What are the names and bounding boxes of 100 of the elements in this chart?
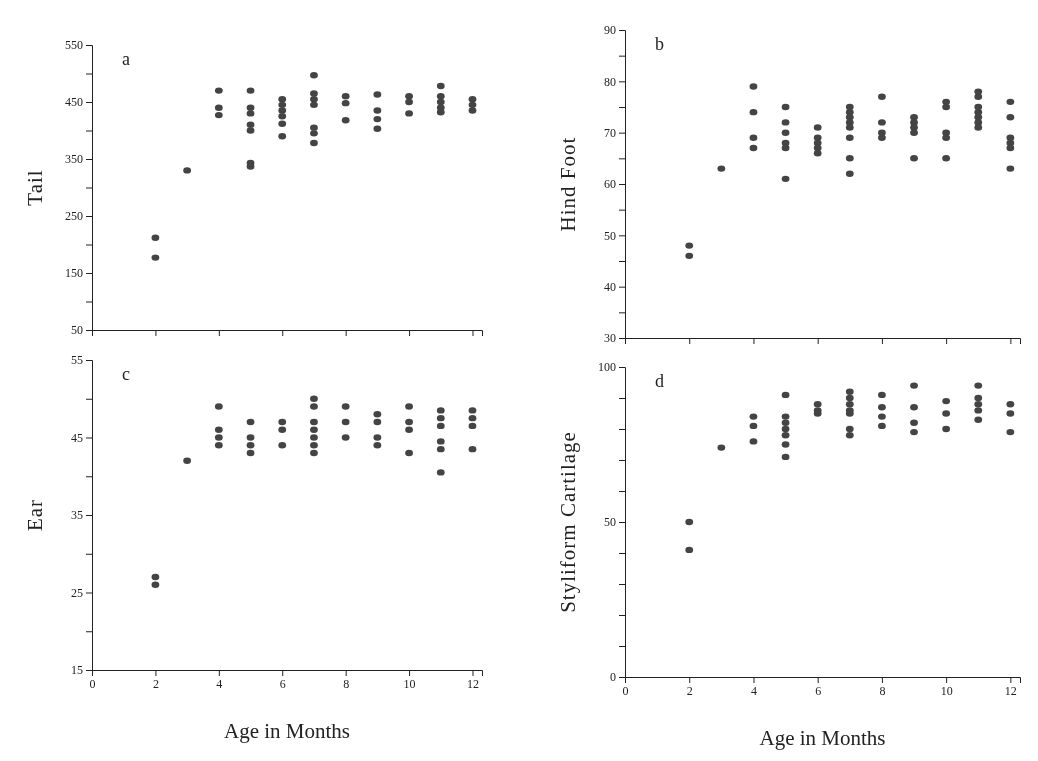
y-tick-label: 55 bbox=[71, 353, 83, 368]
point bbox=[845, 170, 854, 177]
y-tick-label: 15 bbox=[71, 663, 83, 678]
point bbox=[246, 87, 255, 94]
point bbox=[974, 416, 983, 423]
point bbox=[278, 418, 287, 426]
point bbox=[278, 132, 287, 140]
point bbox=[813, 400, 822, 408]
point bbox=[878, 119, 886, 126]
point bbox=[151, 581, 160, 588]
point bbox=[878, 422, 886, 430]
point bbox=[373, 442, 382, 449]
point bbox=[878, 404, 886, 411]
point bbox=[436, 438, 445, 445]
point bbox=[436, 414, 445, 422]
point bbox=[974, 400, 983, 408]
point bbox=[942, 397, 951, 405]
point bbox=[341, 403, 350, 410]
point bbox=[974, 382, 983, 389]
point bbox=[974, 103, 983, 111]
point bbox=[373, 418, 382, 426]
point bbox=[878, 129, 886, 136]
point bbox=[878, 93, 886, 100]
point bbox=[781, 175, 790, 183]
point bbox=[878, 134, 886, 142]
point bbox=[942, 98, 951, 106]
point bbox=[373, 107, 382, 114]
point bbox=[436, 407, 445, 414]
y-tick-label: 35 bbox=[71, 508, 83, 523]
x-tick-label: 4 bbox=[750, 683, 757, 698]
point bbox=[310, 449, 318, 457]
point bbox=[974, 93, 983, 100]
point bbox=[781, 413, 790, 420]
y-tick-label: 60 bbox=[604, 177, 616, 192]
y-tick-label: 50 bbox=[71, 323, 83, 338]
point bbox=[845, 108, 854, 116]
x-tick-label: 6 bbox=[279, 676, 286, 691]
point bbox=[310, 442, 318, 449]
point bbox=[781, 431, 790, 439]
point bbox=[845, 400, 854, 408]
y-axis-title: Tail bbox=[23, 169, 47, 206]
point bbox=[813, 134, 822, 142]
point bbox=[405, 110, 413, 117]
point bbox=[781, 103, 790, 111]
point bbox=[310, 139, 318, 147]
point bbox=[310, 434, 318, 441]
point bbox=[942, 103, 951, 111]
y-axis-title: Styliform Cartilage bbox=[556, 431, 580, 613]
point bbox=[1006, 114, 1015, 121]
point bbox=[405, 426, 413, 433]
y-tick-label: 45 bbox=[71, 430, 83, 445]
point bbox=[685, 242, 694, 249]
x-tick-label: 8 bbox=[343, 676, 350, 691]
y-tick-label: 150 bbox=[65, 266, 83, 281]
point bbox=[151, 573, 160, 581]
x-tick-label: 8 bbox=[879, 683, 886, 698]
point bbox=[278, 120, 287, 127]
point bbox=[974, 394, 983, 402]
y-tick-label: 250 bbox=[65, 209, 83, 224]
point bbox=[214, 104, 223, 111]
y-tick-label: 350 bbox=[65, 152, 83, 167]
point bbox=[405, 98, 413, 106]
point bbox=[341, 93, 350, 100]
x-tick-label: 6 bbox=[815, 683, 822, 698]
y-tick-label: 40 bbox=[604, 280, 616, 295]
x-axis-title: Age in Months bbox=[224, 719, 350, 743]
point bbox=[373, 434, 382, 441]
point bbox=[341, 434, 350, 441]
point bbox=[214, 434, 223, 441]
point bbox=[341, 117, 350, 124]
point bbox=[405, 449, 413, 457]
point bbox=[878, 391, 886, 399]
y-tick-label: 70 bbox=[604, 126, 616, 141]
point bbox=[910, 419, 918, 427]
point bbox=[685, 252, 694, 260]
point bbox=[1006, 400, 1015, 408]
point bbox=[910, 155, 918, 162]
point bbox=[310, 130, 318, 137]
point bbox=[436, 93, 445, 100]
y-tick-label: 25 bbox=[71, 585, 83, 600]
point bbox=[214, 442, 223, 449]
point bbox=[214, 111, 223, 119]
point bbox=[214, 87, 223, 94]
point bbox=[974, 124, 983, 131]
point bbox=[1006, 428, 1015, 436]
point bbox=[1006, 144, 1015, 152]
point bbox=[310, 124, 318, 131]
point bbox=[373, 115, 382, 123]
point bbox=[246, 127, 255, 134]
x-tick-label: 4 bbox=[216, 676, 223, 691]
point bbox=[749, 438, 758, 445]
point bbox=[278, 426, 287, 433]
point bbox=[685, 518, 694, 526]
point bbox=[845, 134, 854, 142]
point bbox=[341, 418, 350, 426]
point bbox=[781, 129, 790, 136]
point bbox=[942, 134, 951, 142]
point bbox=[468, 407, 477, 414]
point bbox=[749, 134, 758, 142]
x-tick-label: 0 bbox=[622, 683, 629, 698]
